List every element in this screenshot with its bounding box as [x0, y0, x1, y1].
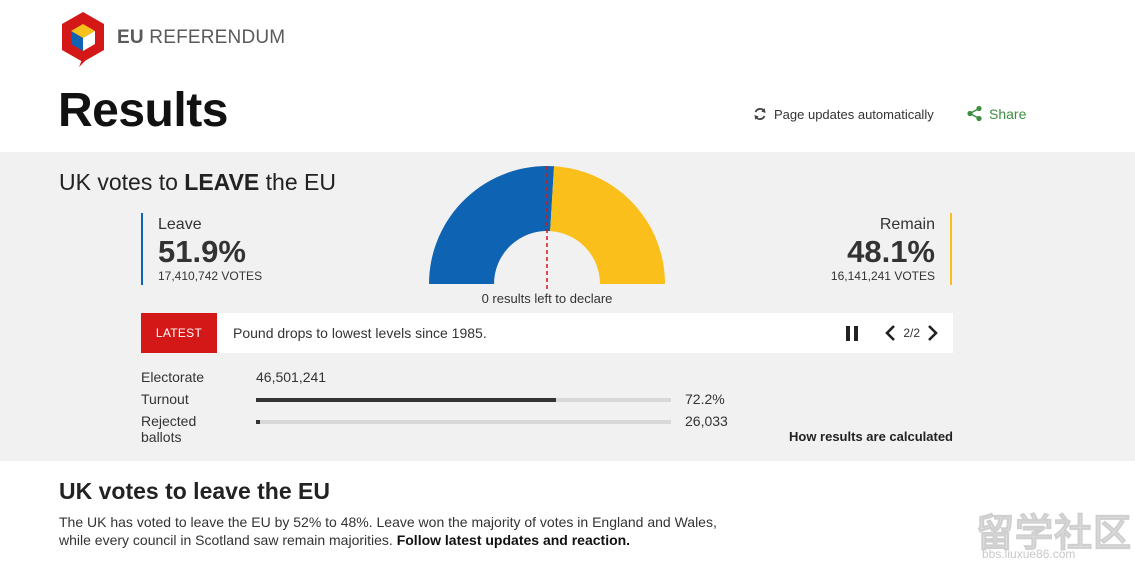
- rejected-bar-fill: [256, 420, 261, 424]
- previous-arrow-icon[interactable]: [882, 323, 898, 343]
- rejected-label: Rejected ballots: [141, 413, 197, 445]
- turnout-value: 72.2%: [685, 391, 725, 407]
- site-watermark: 留学社区 bbs.liuxue86.com: [970, 502, 1135, 562]
- watermark-url: bbs.liuxue86.com: [982, 547, 1076, 561]
- article-body-text: The UK has voted to leave the EU by 52% …: [59, 514, 717, 548]
- turnout-bar: [256, 398, 671, 402]
- latest-badge: LATEST: [141, 313, 217, 353]
- result-headline: UK votes to LEAVE the EU: [59, 169, 336, 196]
- gauge-remain-segment: [550, 166, 665, 284]
- share-label: Share: [989, 105, 1027, 122]
- electorate-label: Electorate: [141, 369, 205, 385]
- results-panel: UK votes to LEAVE the EU Leave 51.9% 17,…: [0, 152, 1135, 461]
- brand-prefix: EU: [117, 27, 144, 48]
- page-title: Results: [58, 84, 228, 137]
- follow-updates-link[interactable]: Follow latest updates and reaction.: [396, 532, 631, 548]
- how-results-calculated-link[interactable]: How results are calculated: [788, 429, 953, 444]
- left-to-declare: 0 results left to declare: [481, 291, 613, 306]
- gauge-leave-segment: [429, 166, 555, 284]
- leave-votes: 17,410,742 VOTES: [158, 269, 263, 283]
- leave-percent: 51.9%: [158, 234, 246, 269]
- leave-result: Leave 51.9% 17,410,742 VOTES: [141, 213, 262, 285]
- pause-icon: [846, 325, 851, 341]
- share-icon: [967, 105, 982, 122]
- headline-strong: LEAVE: [184, 169, 260, 195]
- article-heading: UK votes to leave the EU: [59, 478, 330, 504]
- ticker-pager: 2/2: [903, 326, 920, 340]
- ticker-text[interactable]: Pound drops to lowest levels since 1985.: [233, 325, 487, 341]
- result-gauge: [429, 166, 665, 290]
- article-body: The UK has voted to leave the EU by 52% …: [59, 513, 749, 549]
- rejected-value: 26,033: [685, 413, 728, 429]
- headline-suffix: the EU: [259, 169, 336, 195]
- electorate-value: 46,501,241: [256, 369, 327, 385]
- remain-percent: 48.1%: [847, 234, 935, 269]
- remain-label: Remain: [879, 216, 935, 233]
- pause-icon-bar: [854, 325, 859, 341]
- rejected-bar: [256, 420, 671, 424]
- eu-referendum-logo-icon[interactable]: [58, 10, 108, 68]
- remain-result: Remain 48.1% 16,141,241 VOTES: [831, 213, 952, 285]
- turnout-label: Turnout: [141, 391, 189, 407]
- ticker-controls: 2/2: [842, 323, 941, 343]
- next-arrow-icon[interactable]: [925, 323, 941, 343]
- remain-votes: 16,141,241 VOTES: [830, 269, 935, 283]
- latest-ticker[interactable]: LATEST Pound drops to lowest levels sinc…: [141, 313, 953, 353]
- watermark-logo-text: 留学社区: [975, 513, 1133, 556]
- refresh-icon: [754, 108, 766, 120]
- turnout-bar-fill: [256, 398, 556, 402]
- auto-update-indicator: Page updates automatically: [752, 106, 934, 122]
- brand-name[interactable]: EU REFERENDUM: [117, 27, 285, 49]
- headline-prefix: UK votes to: [59, 169, 185, 195]
- pause-button[interactable]: [842, 323, 862, 343]
- brand-word: REFERENDUM: [149, 27, 286, 48]
- auto-update-label: Page updates automatically: [774, 106, 934, 122]
- leave-label: Leave: [158, 216, 202, 233]
- share-button[interactable]: Share: [966, 105, 1026, 122]
